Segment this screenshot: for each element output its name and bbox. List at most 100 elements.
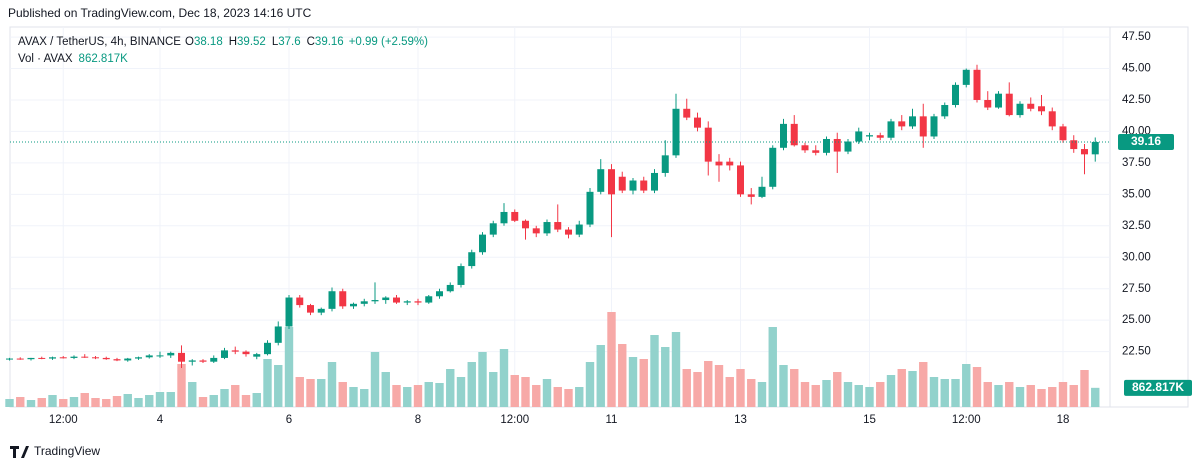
volume-bar bbox=[983, 382, 992, 407]
candle-body bbox=[1038, 106, 1045, 112]
candle-body bbox=[801, 145, 809, 151]
legend: AVAX / TetherUS, 4h, BINANCE O38.18 H39.52… bbox=[18, 36, 428, 48]
volume-tag bbox=[1124, 379, 1192, 396]
candle-body bbox=[532, 228, 540, 234]
candle-body bbox=[962, 69, 970, 85]
volume-bar bbox=[650, 335, 659, 407]
volume-bar bbox=[940, 379, 949, 407]
volume-bar bbox=[123, 394, 132, 407]
volume-bar bbox=[370, 352, 380, 407]
volume-bar bbox=[91, 398, 100, 407]
legend-key: C bbox=[307, 36, 315, 48]
candle-body bbox=[1059, 126, 1067, 141]
candle-body bbox=[1048, 111, 1056, 127]
candle-body bbox=[995, 93, 1002, 108]
candle-body bbox=[1027, 103, 1035, 109]
candle-body bbox=[661, 155, 669, 173]
candle-body bbox=[382, 297, 390, 301]
candle-body bbox=[543, 222, 551, 234]
volume-bar bbox=[865, 387, 874, 407]
candle-body bbox=[1005, 93, 1013, 116]
volume-bar bbox=[102, 399, 111, 407]
candle-body bbox=[769, 147, 777, 187]
candle-body bbox=[350, 303, 357, 307]
x-tick-label: 12:00 bbox=[952, 414, 981, 426]
candle-body bbox=[554, 222, 562, 230]
volume-bar bbox=[435, 383, 444, 407]
candle-body bbox=[715, 161, 723, 166]
volume-bar bbox=[381, 372, 390, 407]
volume-bar bbox=[1026, 385, 1035, 407]
candle-body bbox=[930, 116, 938, 137]
last-price-label: 39.16 bbox=[1131, 134, 1161, 148]
candle-body bbox=[135, 357, 142, 359]
volume-bar bbox=[671, 332, 681, 407]
volume-bar bbox=[263, 359, 272, 407]
footer-logo bbox=[10, 446, 29, 458]
volume-title: Vol · AVAX bbox=[18, 53, 73, 65]
y-tick-label: 25.00 bbox=[1122, 314, 1151, 326]
volume-bar bbox=[596, 345, 605, 407]
volume-bar bbox=[198, 397, 208, 407]
volume-bar bbox=[553, 387, 562, 407]
volume-bar bbox=[725, 377, 734, 407]
candle-body bbox=[102, 357, 110, 360]
volume-bar bbox=[607, 312, 616, 407]
volume-bar bbox=[833, 372, 842, 407]
volume-bar bbox=[499, 349, 509, 407]
volume-bar bbox=[908, 371, 917, 407]
candle-body bbox=[844, 141, 852, 152]
legend-change: +0.99 (+2.59%) bbox=[349, 36, 428, 48]
x-tick-label: 15 bbox=[863, 414, 876, 426]
volume-bar bbox=[1091, 387, 1100, 407]
volume-bar bbox=[542, 379, 552, 407]
candle-body bbox=[307, 305, 314, 313]
volume-bar bbox=[532, 385, 541, 407]
candle-body bbox=[704, 127, 712, 162]
volume-bar bbox=[5, 399, 14, 407]
x-tick-label: 18 bbox=[1057, 414, 1070, 426]
volume-bar bbox=[209, 395, 218, 407]
y-tick-label: 37.50 bbox=[1122, 157, 1151, 169]
volume-bar bbox=[166, 392, 175, 407]
y-tick-label: 35.00 bbox=[1122, 188, 1151, 200]
x-tick-label: 8 bbox=[415, 414, 421, 426]
volume-bar bbox=[177, 364, 186, 407]
candle-body bbox=[296, 297, 304, 306]
volume-bar bbox=[489, 372, 498, 407]
volume-bar bbox=[575, 387, 584, 407]
candle-body bbox=[92, 357, 99, 359]
volume-bar bbox=[962, 364, 971, 407]
candle-body bbox=[489, 223, 497, 235]
candle-body bbox=[500, 211, 508, 224]
candle-body bbox=[446, 284, 454, 292]
x-tick-label: 12:00 bbox=[49, 414, 78, 426]
candle-body bbox=[328, 291, 336, 309]
candle-body bbox=[27, 357, 35, 360]
candle-body bbox=[812, 150, 820, 153]
candle-body bbox=[436, 291, 443, 297]
candle-body bbox=[124, 358, 132, 361]
candle-body bbox=[425, 296, 433, 303]
volume-bar bbox=[1058, 382, 1068, 407]
candle-body bbox=[726, 161, 734, 166]
candle-body bbox=[317, 308, 325, 313]
candle-body bbox=[887, 121, 895, 138]
legend-symbol: AVAX / TetherUS, 4h, BINANCE bbox=[18, 36, 181, 48]
volume-bar bbox=[48, 395, 57, 407]
volume-bar bbox=[1069, 385, 1078, 407]
legend-key: O bbox=[185, 36, 194, 48]
volume-bar bbox=[521, 377, 530, 407]
volume-bar bbox=[360, 389, 369, 407]
candle-body bbox=[608, 169, 615, 195]
candle-body bbox=[457, 266, 465, 285]
volume-bar bbox=[338, 382, 347, 407]
candle-body bbox=[952, 84, 959, 106]
grid bbox=[10, 27, 1110, 407]
candle-body bbox=[360, 301, 368, 304]
y-tick-label: 22.50 bbox=[1122, 346, 1151, 358]
candle-body bbox=[973, 69, 981, 100]
volume-bar bbox=[306, 379, 315, 407]
footer-brand: TradingView bbox=[34, 444, 100, 458]
volume-bar bbox=[274, 365, 283, 407]
